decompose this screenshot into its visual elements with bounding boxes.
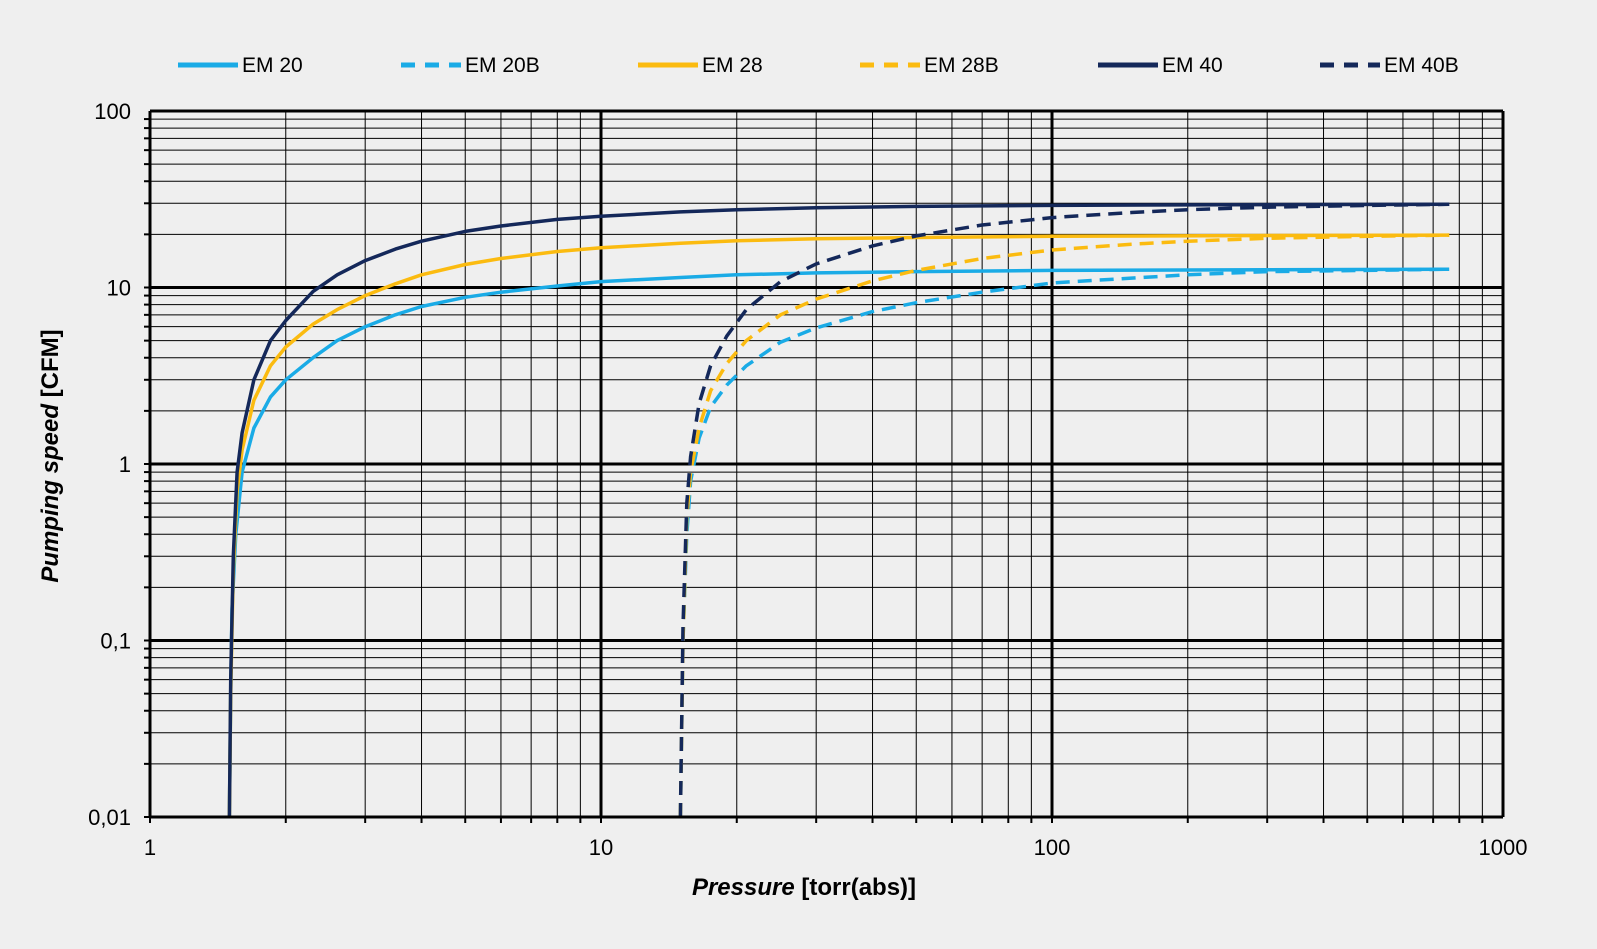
- y-axis-title-italic: Pumping speed: [37, 403, 64, 583]
- legend-label-em-20: EM 20: [242, 54, 303, 77]
- y-tick-label: 0,1: [100, 629, 131, 654]
- legend-label-em-20b: EM 20B: [465, 54, 540, 77]
- y-tick-labels: 0,01 0,1 1 10 100: [88, 99, 131, 830]
- legend: EM 20 EM 20B EM 28 EM 28B EM 40 EM 40B: [178, 54, 1459, 77]
- x-tick-label: 10: [589, 835, 613, 860]
- y-tick-label: 10: [107, 276, 131, 301]
- x-tick-label: 100: [1034, 835, 1071, 860]
- x-axis-title-unit: [torr(abs)]: [795, 874, 916, 901]
- series-line-em-28: [227, 233, 1450, 818]
- series-line-em-20: [227, 267, 1450, 818]
- y-tick-label: 1: [119, 452, 131, 477]
- legend-label-em-40: EM 40: [1162, 54, 1223, 77]
- x-axis-title-italic: Pressure: [692, 874, 795, 901]
- y-tick-label: 0,01: [88, 805, 131, 830]
- x-tick-label: 1: [144, 835, 156, 860]
- series-line-em-40b: [678, 202, 1450, 818]
- x-tick-labels: 1 10 100 1000: [144, 835, 1528, 860]
- series-line-em-40: [227, 202, 1450, 818]
- y-axis-title-unit: [CFM]: [37, 329, 64, 404]
- series-line-em-28b: [678, 233, 1450, 818]
- legend-label-em-28b: EM 28B: [924, 54, 999, 77]
- legend-label-em-40b: EM 40B: [1384, 54, 1459, 77]
- legend-label-em-28: EM 28: [702, 54, 763, 77]
- x-tick-label: 1000: [1479, 835, 1528, 860]
- x-axis-title: Pressure [torr(abs)]: [692, 874, 916, 901]
- y-axis-title: Pumping speed [CFM]: [37, 329, 64, 582]
- series-layer: [227, 202, 1450, 818]
- axes: [144, 111, 1503, 823]
- y-tick-label: 100: [94, 99, 131, 124]
